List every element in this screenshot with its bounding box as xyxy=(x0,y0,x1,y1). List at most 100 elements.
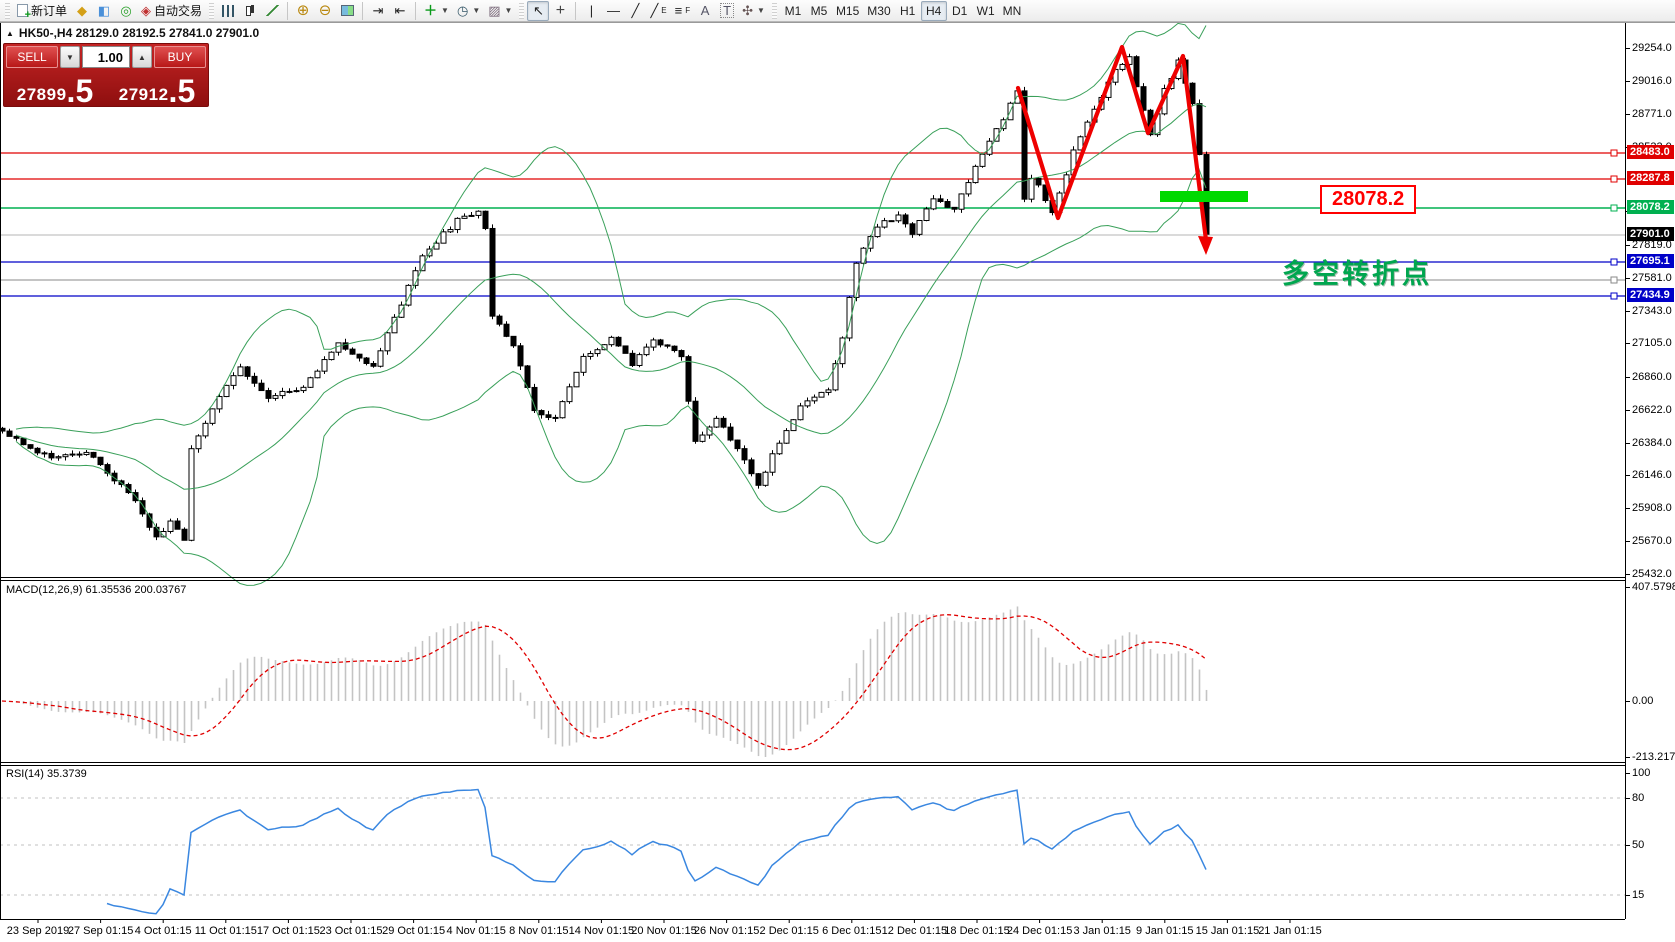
macd-label: MACD(12,26,9) 61.35536 200.03767 xyxy=(6,584,187,596)
chart-line-button[interactable] xyxy=(261,1,283,21)
timeframe-w1[interactable]: W1 xyxy=(976,3,995,18)
zoom-out-button[interactable]: ⊖ xyxy=(314,1,336,21)
time-tick: 12 Dec 01:15 xyxy=(881,925,948,937)
timeframe-d1[interactable]: D1 xyxy=(951,3,968,18)
price-tick: 26622.0 xyxy=(1625,404,1672,416)
text-label-tool[interactable]: T xyxy=(716,1,738,21)
arrows-tool[interactable]: ✣ ▼ xyxy=(738,1,769,21)
data-window-button[interactable]: ◧ xyxy=(93,1,115,21)
rsi-label: RSI(14) 35.3739 xyxy=(6,768,87,780)
chevron-down-icon: ▼ xyxy=(504,6,513,15)
price-callout-box[interactable]: 28078.2 xyxy=(1320,185,1417,214)
template-icon: ▨ xyxy=(488,3,501,18)
tile-windows-button[interactable] xyxy=(336,1,358,21)
time-tick: 3 Jan 01:15 xyxy=(1073,925,1131,937)
channel-sub: E xyxy=(661,6,667,15)
auto-scroll-button[interactable]: ⇤ xyxy=(389,1,411,21)
buy-price[interactable]: 27912 .5 xyxy=(108,70,206,109)
toolbar-drag-handle[interactable] xyxy=(209,2,215,19)
timeframe-h4[interactable]: H4 xyxy=(920,0,947,21)
channel-icon: ╱ xyxy=(650,3,659,18)
collapse-icon[interactable]: ▲ xyxy=(6,28,14,38)
timeframe-group: M1 M5 M15 M30 H1 H4 D1 W1 MN xyxy=(780,0,1025,21)
timeframe-m5[interactable]: M5 xyxy=(810,3,828,18)
rsi-tick: 100 xyxy=(1624,767,1651,779)
chart-bars-button[interactable] xyxy=(217,1,239,21)
market-watch-button[interactable]: ◆ xyxy=(71,1,93,21)
text-tool[interactable]: A xyxy=(694,1,716,21)
macd-tick: 407.57984 xyxy=(1625,581,1675,593)
templates-button[interactable]: ▨ ▼ xyxy=(484,1,516,21)
time-tick: 8 Nov 01:15 xyxy=(509,925,569,937)
price-tick: 28771.0 xyxy=(1625,108,1672,120)
data-window-icon: ◧ xyxy=(97,3,111,18)
candlestick-icon xyxy=(244,4,256,17)
turning-point-note[interactable]: 多空转折点 xyxy=(1282,259,1432,289)
clock-icon: ◷ xyxy=(456,3,469,18)
trendline-tool[interactable]: ╱ xyxy=(624,1,646,21)
zoom-in-icon: ⊕ xyxy=(296,2,310,19)
price-line-badge: 27434.9 xyxy=(1627,288,1674,302)
fibo-sub: F xyxy=(685,6,691,15)
chart-area[interactable]: ▲ HK50-,H4 28129.0 28192.5 27841.0 27901… xyxy=(0,22,1675,942)
crosshair-tool-button[interactable]: + xyxy=(549,1,571,21)
buy-price-main: 27912 xyxy=(118,85,169,104)
sell-price[interactable]: 27899 .5 xyxy=(6,70,104,109)
chart-shift-button[interactable]: ⇥ xyxy=(367,1,389,21)
toolbar-drag-handle[interactable] xyxy=(519,2,525,19)
time-tick: 9 Jan 01:15 xyxy=(1136,925,1194,937)
symbol-ohlc-text: HK50-,H4 28129.0 28192.5 27841.0 27901.0 xyxy=(18,26,260,40)
price-tick: 29254.0 xyxy=(1625,42,1672,54)
zoom-in-button[interactable]: ⊕ xyxy=(292,1,314,21)
indicators-button[interactable]: ＋ ▼ xyxy=(420,1,453,21)
bar-chart-icon xyxy=(222,4,235,17)
sell-price-frac: .5 xyxy=(66,72,94,109)
time-tick: 17 Oct 01:15 xyxy=(256,925,320,937)
horizontal-line-tool[interactable]: — xyxy=(602,1,624,21)
price-tick: 26860.0 xyxy=(1625,371,1672,383)
rsi-tick: 50 xyxy=(1624,839,1645,851)
timeframe-mn[interactable]: MN xyxy=(1002,3,1022,18)
toolbar-drag-handle[interactable] xyxy=(771,2,777,19)
timeframe-h1[interactable]: H1 xyxy=(899,3,916,18)
auto-trading-button[interactable]: ◈ 自动交易 xyxy=(137,1,206,21)
fibonacci-tool[interactable]: ≡ F xyxy=(671,1,694,21)
auto-scroll-icon: ⇤ xyxy=(394,3,406,18)
chart-candles-button[interactable] xyxy=(239,1,261,21)
chevron-down-icon: ▼ xyxy=(757,6,765,15)
vertical-line-tool[interactable]: | xyxy=(580,1,602,21)
line-chart-icon xyxy=(265,5,279,16)
buy-price-frac: .5 xyxy=(168,72,196,109)
sell-button[interactable]: SELL xyxy=(6,46,58,68)
chevron-down-icon: ▼ xyxy=(441,6,449,15)
volume-decrease-button[interactable]: ▼ xyxy=(60,46,80,68)
time-tick: 11 Oct 01:15 xyxy=(194,925,257,937)
toolbar-drag-handle[interactable] xyxy=(5,2,10,19)
time-tick: 23 Sep 2019 xyxy=(6,925,70,937)
volume-increase-button[interactable]: ▲ xyxy=(132,46,152,68)
tile-windows-icon xyxy=(340,5,354,16)
new-order-icon xyxy=(17,4,31,21)
arrows-icon: ✣ xyxy=(742,3,754,18)
timeframe-m30[interactable]: M30 xyxy=(867,3,891,18)
equidistant-channel-tool[interactable]: ╱ E xyxy=(646,1,670,21)
text-icon: A xyxy=(700,3,710,18)
market-watch-icon: ◆ xyxy=(77,3,88,18)
volume-input[interactable]: 1.00 xyxy=(82,46,130,68)
price-line-badge: 28483.0 xyxy=(1627,145,1674,159)
time-tick: 21 Jan 01:15 xyxy=(1258,925,1322,937)
chart-canvas[interactable] xyxy=(0,22,1675,942)
timeframe-m15[interactable]: M15 xyxy=(835,3,860,18)
buy-button[interactable]: BUY xyxy=(154,46,206,68)
time-tick: 15 Jan 01:15 xyxy=(1195,925,1260,937)
indicators-add-icon: ＋ xyxy=(424,3,438,18)
strategy-tester-button[interactable]: ◎ xyxy=(115,1,137,21)
new-order-label: 新订单 xyxy=(31,4,68,18)
price-line-badge: 27901.0 xyxy=(1627,227,1674,241)
timeframe-m1[interactable]: M1 xyxy=(784,3,802,18)
new-order-button[interactable]: 新订单 xyxy=(13,1,71,21)
periods-button[interactable]: ◷ ▼ xyxy=(453,1,484,21)
chevron-down-icon: ▼ xyxy=(472,6,481,15)
cursor-tool-button[interactable]: ↖ xyxy=(527,0,550,21)
chart-header: ▲ HK50-,H4 28129.0 28192.5 27841.0 27901… xyxy=(6,26,259,40)
